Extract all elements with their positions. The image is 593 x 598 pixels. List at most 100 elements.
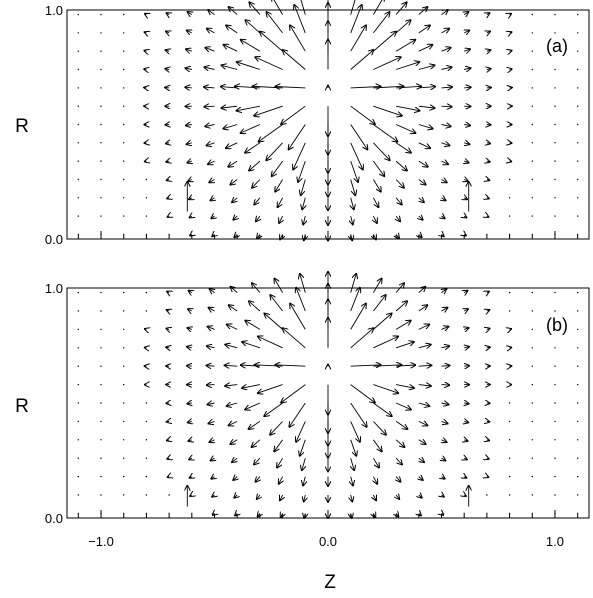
velocity-arrow — [77, 87, 80, 89]
velocity-arrow — [441, 67, 452, 69]
velocity-arrow — [100, 310, 102, 312]
velocity-arrow — [77, 160, 80, 162]
panel-b-xticks: −1.0 0.0 1.0 — [88, 534, 564, 549]
x-axis-label: Z — [324, 572, 336, 593]
velocity-arrow — [395, 439, 404, 447]
velocity-arrow — [222, 106, 238, 108]
velocity-arrow — [419, 477, 423, 480]
velocity-arrow — [350, 87, 381, 88]
velocity-arrow — [531, 105, 533, 107]
panel-a-label: (a) — [546, 36, 568, 56]
velocity-arrow — [281, 384, 306, 403]
velocity-arrow — [212, 234, 214, 236]
velocity-arrow — [395, 179, 404, 188]
velocity-arrow — [464, 161, 468, 163]
panel-b-label: (b) — [546, 315, 568, 335]
velocity-arrow — [531, 439, 533, 441]
velocity-arrow — [100, 32, 102, 34]
velocity-arrow — [508, 439, 511, 441]
velocity-arrow — [531, 68, 533, 71]
velocity-arrow — [350, 288, 360, 312]
velocity-arrow — [100, 494, 102, 496]
panel-a-yticks: 0.0 1.0 — [45, 3, 73, 247]
velocity-arrow — [123, 105, 125, 107]
velocity-arrow — [207, 346, 215, 348]
velocity-arrow — [290, 25, 306, 52]
velocity-arrow — [373, 197, 378, 207]
velocity-arrow — [464, 180, 468, 182]
velocity-arrow — [418, 7, 428, 15]
velocity-arrow — [396, 384, 414, 389]
velocity-arrow — [464, 347, 469, 348]
velocity-arrow — [256, 216, 260, 221]
velocity-arrow — [100, 68, 102, 71]
velocity-arrow — [441, 403, 449, 405]
velocity-arrow — [77, 512, 80, 515]
velocity-arrow — [100, 457, 102, 459]
velocity-arrow — [187, 30, 192, 33]
velocity-arrow — [351, 476, 353, 486]
velocity-arrow — [167, 13, 170, 15]
velocity-arrow — [577, 310, 579, 312]
velocity-arrow — [577, 123, 579, 126]
velocity-arrow — [186, 49, 192, 51]
velocity-arrow — [464, 12, 468, 15]
velocity-arrow — [554, 197, 556, 199]
velocity-arrow — [395, 160, 407, 171]
velocity-arrow — [186, 125, 192, 126]
velocity-arrow — [100, 383, 102, 386]
velocity-arrow — [418, 106, 435, 108]
velocity-arrow — [252, 283, 261, 293]
velocity-arrow — [245, 321, 261, 330]
velocity-arrow — [144, 51, 146, 52]
velocity-arrow — [554, 123, 556, 126]
velocity-arrow — [189, 440, 192, 441]
velocity-arrow — [100, 439, 102, 441]
velocity-arrow — [554, 105, 556, 107]
velocity-arrow — [442, 477, 445, 479]
velocity-arrow — [577, 457, 579, 459]
velocity-arrow — [350, 25, 366, 52]
velocity-arrow — [373, 314, 391, 330]
velocity-arrow — [77, 68, 80, 71]
velocity-arrow — [350, 402, 367, 427]
velocity-arrow — [166, 329, 169, 330]
velocity-arrow — [487, 440, 489, 441]
velocity-arrow — [241, 40, 261, 52]
velocity-arrow — [418, 440, 426, 444]
velocity-arrow — [554, 13, 556, 16]
velocity-arrow — [554, 178, 556, 181]
velocity-arrow — [373, 457, 379, 467]
velocity-arrow — [123, 365, 125, 367]
velocity-arrow — [166, 32, 169, 33]
velocity-arrow — [258, 384, 283, 394]
velocity-arrow — [77, 142, 80, 144]
velocity-arrow — [189, 458, 192, 459]
velocity-arrow — [554, 160, 556, 162]
velocity-arrow — [487, 143, 490, 144]
velocity-arrow — [441, 421, 448, 423]
velocity-arrow — [252, 179, 261, 188]
velocity-arrow — [165, 69, 169, 70]
velocity-arrow — [395, 301, 407, 312]
velocity-arrow — [373, 86, 403, 88]
velocity-arrow — [301, 179, 306, 196]
velocity-arrow — [259, 124, 283, 142]
velocity-arrow — [395, 40, 415, 52]
velocity-arrow — [188, 12, 192, 15]
velocity-arrow — [531, 494, 533, 496]
velocity-arrow — [441, 29, 450, 33]
velocity-arrow — [100, 402, 102, 404]
velocity-arrow — [418, 385, 431, 386]
velocity-arrow — [168, 512, 170, 515]
velocity-arrow — [123, 50, 125, 52]
velocity-arrow — [145, 512, 148, 515]
velocity-arrow — [395, 142, 411, 153]
velocity-arrow — [187, 143, 192, 144]
velocity-arrow — [210, 289, 215, 293]
velocity-arrow — [554, 457, 556, 459]
velocity-arrow — [123, 310, 125, 312]
velocity-arrow — [441, 48, 451, 52]
velocity-arrow — [508, 310, 511, 312]
x-tick-label: 1.0 — [546, 534, 564, 549]
